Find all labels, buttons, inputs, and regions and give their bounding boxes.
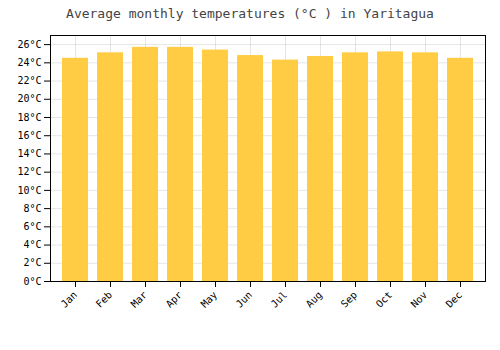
svg-text:20°C: 20°C xyxy=(17,93,41,104)
svg-text:16°C: 16°C xyxy=(17,130,41,141)
svg-text:Jul: Jul xyxy=(269,289,290,310)
svg-text:6°C: 6°C xyxy=(23,221,41,232)
svg-text:Feb: Feb xyxy=(94,289,115,310)
html-text:Average monthly temperatures (: Average monthly temperatures (°C ) in Ya… xyxy=(66,6,434,21)
svg-text:8°C: 8°C xyxy=(23,203,41,214)
svg-text:Jan: Jan xyxy=(59,289,80,310)
svg-text:12°C: 12°C xyxy=(17,166,41,177)
svg-text:Jun: Jun xyxy=(234,289,255,310)
svg-text:Apr: Apr xyxy=(164,289,185,310)
svg-text:Dec: Dec xyxy=(444,289,465,310)
svg-text:Mar: Mar xyxy=(129,289,150,310)
svg-text:22°C: 22°C xyxy=(17,75,41,86)
svg-text:May: May xyxy=(199,289,220,310)
svg-text:0°C: 0°C xyxy=(23,276,41,287)
svg-text:18°C: 18°C xyxy=(17,112,41,123)
svg-text:Nov: Nov xyxy=(409,289,430,310)
svg-text:Oct: Oct xyxy=(374,289,395,310)
svg-text:4°C: 4°C xyxy=(23,239,41,250)
svg-text:Aug: Aug xyxy=(304,289,325,310)
svg-text:Sep: Sep xyxy=(339,289,360,310)
svg-text:2°C: 2°C xyxy=(23,257,41,268)
svg-text:24°C: 24°C xyxy=(17,57,41,68)
svg-text:26°C: 26°C xyxy=(17,39,41,50)
svg-text:10°C: 10°C xyxy=(17,185,41,196)
svg-text:14°C: 14°C xyxy=(17,148,41,159)
